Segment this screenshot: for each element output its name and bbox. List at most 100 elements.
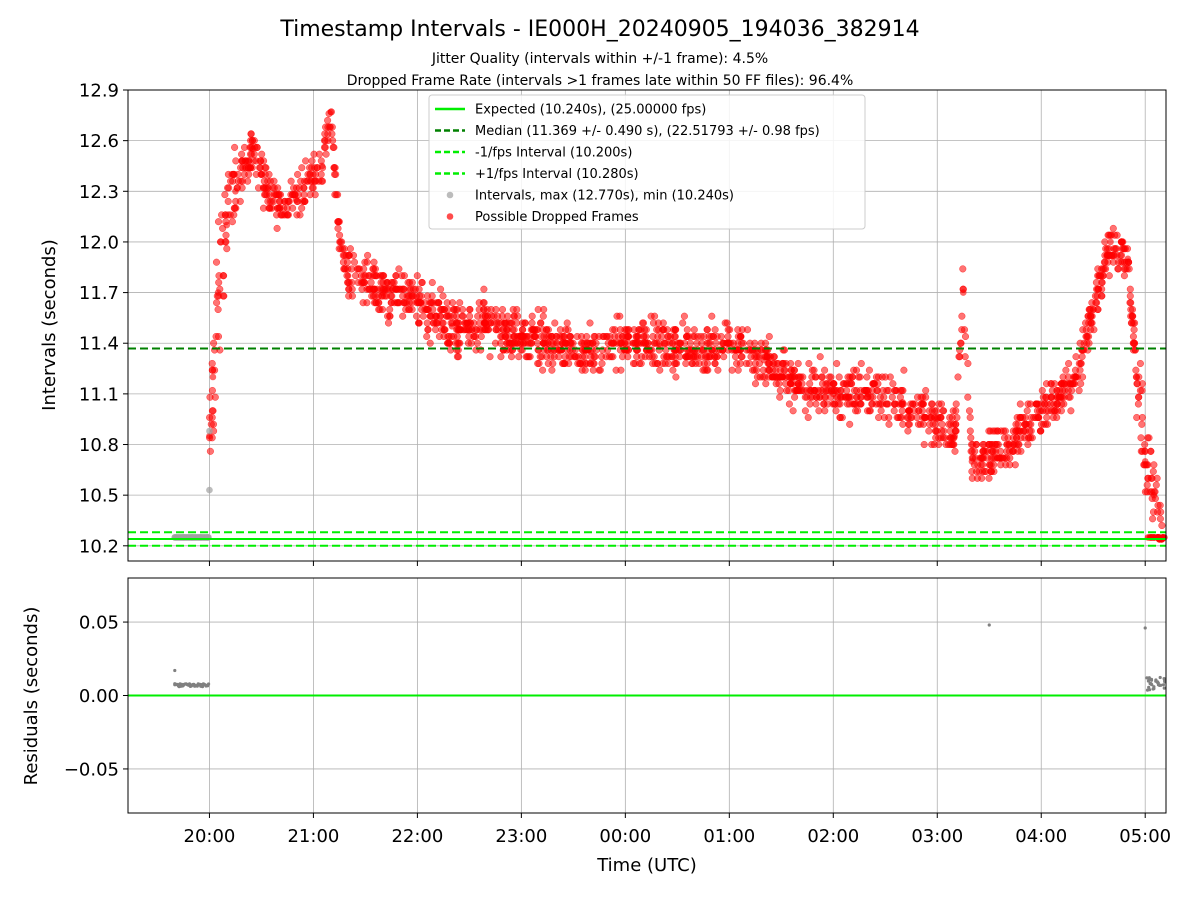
dropped-frame-point — [1134, 400, 1142, 408]
dropped-frame-point — [515, 353, 523, 361]
dropped-frame-point — [655, 326, 663, 334]
dropped-frame-point — [880, 413, 888, 422]
dropped-frame-point — [1077, 380, 1085, 388]
dropped-frame-point — [361, 272, 369, 280]
x-tick-label: 01:00 — [703, 826, 755, 847]
dropped-frame-point — [608, 339, 616, 347]
dropped-frame-point — [418, 278, 426, 287]
dropped-frame-point — [916, 420, 924, 428]
dropped-frame-point — [518, 331, 525, 339]
dropped-frame-point — [220, 272, 228, 280]
dropped-frame-point — [534, 359, 542, 368]
dropped-frame-point — [231, 143, 239, 151]
dropped-frame-point — [498, 305, 507, 314]
dropped-frame-point — [852, 400, 860, 408]
dropped-frame-point — [1016, 400, 1024, 408]
dropped-frame-point — [405, 305, 413, 314]
dropped-frame-point — [1087, 319, 1095, 327]
dropped-frame-point — [1091, 292, 1099, 300]
dropped-frame-point — [209, 373, 217, 381]
dropped-frame-point — [580, 339, 589, 347]
dropped-frame-point — [959, 289, 967, 296]
dropped-frame-point — [1062, 366, 1070, 374]
dropped-frame-point — [794, 359, 802, 368]
dropped-frame-point — [683, 326, 691, 334]
residual-point — [1158, 675, 1162, 680]
dropped-frame-point — [1037, 427, 1045, 435]
dropped-frame-point — [483, 323, 491, 330]
dropped-frame-point — [392, 272, 400, 280]
dropped-frame-point — [1020, 427, 1028, 435]
dropped-frame-point — [757, 339, 765, 347]
dropped-frame-point — [603, 332, 611, 341]
legend-label: Intervals, max (12.770s), min (10.240s) — [475, 189, 734, 204]
dropped-frame-point — [245, 170, 253, 178]
dropped-frame-point — [1003, 441, 1010, 448]
dropped-frame-point — [232, 157, 240, 165]
dropped-frame-point — [1021, 434, 1029, 442]
dropped-frame-point — [223, 245, 231, 253]
dropped-frame-point — [816, 393, 824, 401]
dropped-frame-point — [379, 289, 387, 296]
dropped-frame-point — [293, 211, 301, 219]
dropped-frame-point — [791, 393, 799, 401]
dropped-frame-point — [521, 319, 529, 327]
dropped-frame-point — [212, 258, 221, 266]
dropped-frame-point — [672, 373, 680, 381]
dropped-frame-point — [426, 312, 434, 320]
dropped-frame-point — [266, 177, 274, 185]
dropped-frame-point — [1056, 386, 1064, 395]
dropped-frame-point — [837, 386, 845, 395]
dropped-frame-point — [737, 332, 745, 341]
dropped-frame-point — [306, 191, 314, 199]
dropped-frame-point — [978, 454, 986, 462]
dropped-frame-point — [1059, 373, 1067, 381]
dropped-frame-point — [427, 299, 436, 307]
dropped-frame-point — [1129, 319, 1137, 327]
dropped-frame-point — [532, 332, 540, 341]
dropped-frame-point — [274, 184, 282, 192]
dropped-frame-point — [287, 177, 295, 185]
dropped-frame-point — [453, 332, 461, 341]
dropped-frame-point — [812, 400, 820, 408]
residual-point — [181, 683, 186, 687]
dropped-frame-point — [1138, 380, 1146, 388]
dropped-frame-point — [245, 164, 253, 172]
dropped-frame-point — [578, 366, 586, 374]
x-tick-label: 04:00 — [1015, 826, 1067, 847]
dropped-frame-point — [1111, 231, 1119, 239]
dropped-frame-point — [346, 245, 354, 253]
dropped-frame-point — [221, 238, 229, 246]
dropped-frame-point — [672, 326, 680, 334]
dropped-frame-point — [539, 312, 547, 320]
dropped-frame-point — [386, 305, 394, 314]
residual-point — [1147, 685, 1151, 689]
dropped-frame-point — [432, 326, 440, 334]
dropped-frame-point — [776, 386, 784, 395]
dropped-frame-point — [913, 393, 922, 401]
dropped-frame-point — [262, 164, 270, 172]
dropped-frame-point — [865, 407, 873, 415]
dropped-frame-point — [638, 353, 646, 361]
dropped-frame-point — [942, 440, 950, 449]
dropped-frame-point — [1014, 447, 1022, 455]
dropped-frame-point — [232, 204, 240, 212]
dropped-frame-point — [671, 332, 679, 341]
dropped-frame-point — [398, 272, 406, 280]
dropped-frame-point — [509, 326, 517, 334]
dropped-frame-point — [213, 299, 221, 307]
dropped-frame-point — [566, 332, 574, 341]
dropped-frame-point — [1127, 312, 1135, 320]
dropped-frame-point — [938, 420, 946, 428]
interval-point — [206, 427, 213, 435]
dropped-frame-point — [939, 407, 947, 415]
dropped-frame-point — [658, 332, 666, 341]
dropped-frame-point — [499, 326, 507, 334]
dropped-frame-point — [881, 373, 889, 381]
dropped-frame-point — [208, 407, 216, 415]
dropped-frame-point — [562, 326, 570, 334]
dropped-frame-point — [711, 359, 719, 368]
dropped-frame-point — [975, 467, 983, 476]
dropped-frame-point — [345, 251, 353, 259]
dropped-frame-point — [930, 440, 938, 449]
